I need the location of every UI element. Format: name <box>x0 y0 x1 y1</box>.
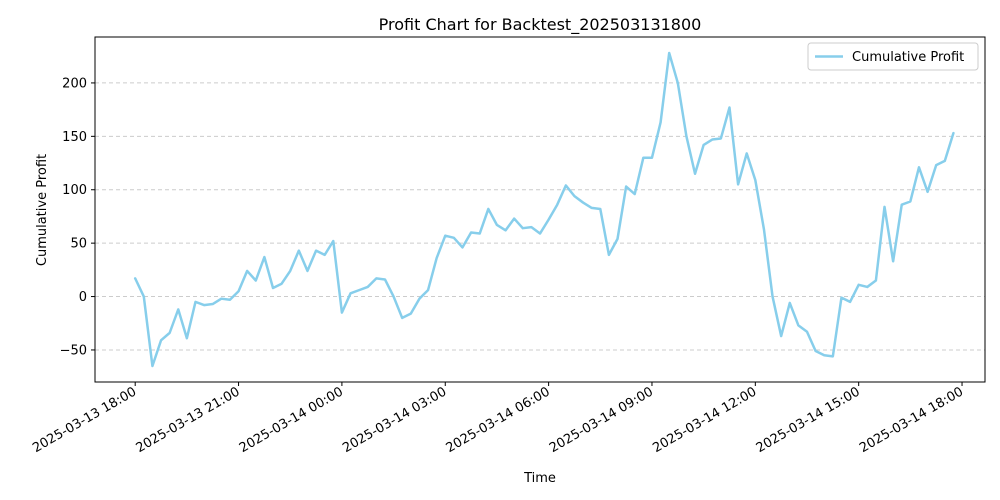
y-tick-label: 200 <box>62 76 87 91</box>
x-tick-label: 2025-03-14 15:00 <box>754 384 863 456</box>
legend-box <box>807 42 979 71</box>
plot-area-frame <box>94 36 986 383</box>
x-tick-label: 2025-03-14 18:00 <box>857 384 966 456</box>
series-layer <box>133 51 955 368</box>
series-line-cumulative-profit <box>133 51 955 368</box>
y-tick-label: 150 <box>62 130 87 145</box>
x-axis-title: Time <box>523 471 556 486</box>
y-tick-label: 0 <box>79 290 87 305</box>
x-tick-label: 2025-03-14 00:00 <box>237 384 346 456</box>
y-tick-label: −50 <box>60 343 87 358</box>
x-tick-label: 2025-03-14 09:00 <box>547 384 656 456</box>
chart-title: Profit Chart for Backtest_202503131800 <box>379 15 702 35</box>
y-axis-title: Cumulative Profit <box>35 154 50 266</box>
x-tick-label: 2025-03-13 21:00 <box>134 384 243 456</box>
x-tick-label: 2025-03-13 18:00 <box>30 384 139 456</box>
x-tick-label: 2025-03-14 06:00 <box>444 384 553 456</box>
x-tick-label: 2025-03-14 12:00 <box>650 384 759 456</box>
y-tick-label: 50 <box>70 237 87 252</box>
grid-lines <box>95 82 985 351</box>
y-tick-label: 100 <box>62 183 87 198</box>
y-axis: −50 0 50 100 150 200 <box>60 76 95 358</box>
legend-label: Cumulative Profit <box>852 50 964 65</box>
legend: Cumulative Profit <box>807 42 979 71</box>
x-tick-label: 2025-03-14 03:00 <box>340 384 449 456</box>
